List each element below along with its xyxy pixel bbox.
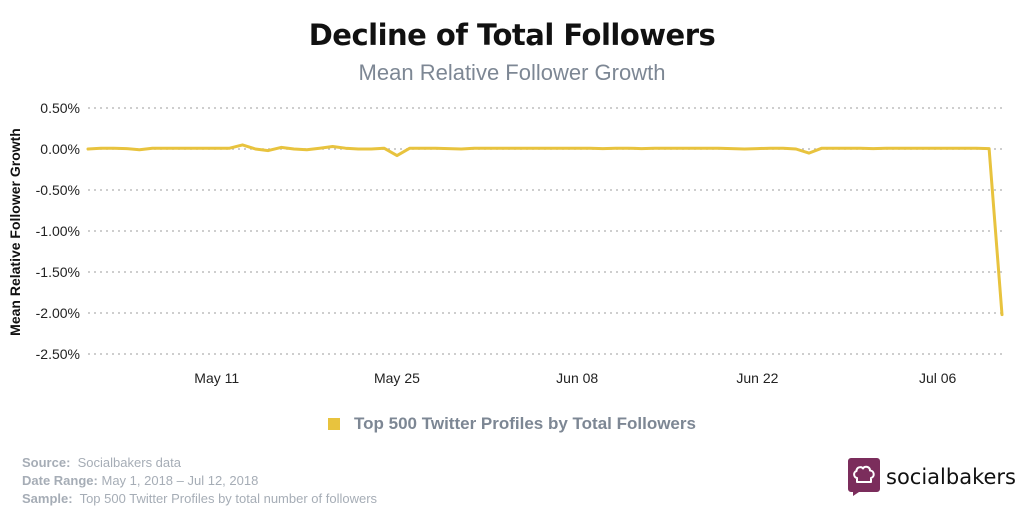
y-axis-title: Mean Relative Follower Growth bbox=[7, 128, 23, 336]
legend-label: Top 500 Twitter Profiles by Total Follow… bbox=[354, 414, 696, 433]
x-tick-label: Jul 06 bbox=[919, 370, 957, 386]
y-tick-label: -1.50% bbox=[36, 264, 80, 280]
chart-subtitle: Mean Relative Follower Growth bbox=[358, 60, 666, 85]
y-tick-label: 0.50% bbox=[40, 100, 80, 116]
footer-source: Source: Socialbakers data bbox=[22, 455, 181, 470]
series-line bbox=[86, 143, 1004, 317]
footer-sample: Sample: Top 500 Twitter Profiles by tota… bbox=[22, 491, 378, 506]
footer: Source: Socialbakers data Date Range: Ma… bbox=[22, 454, 377, 508]
chart-title: Decline of Total Followers bbox=[308, 18, 716, 52]
y-tick-label: -2.50% bbox=[36, 346, 80, 362]
x-tick-label: May 11 bbox=[194, 370, 239, 386]
y-tick-label: 0.00% bbox=[40, 141, 80, 157]
x-tick-label: Jun 22 bbox=[736, 370, 778, 386]
chart-area: 0.50% 0.00% -0.50% -1.00% -1.50% -2.00% -2.50%… bbox=[7, 100, 1004, 386]
brand: socialbakers bbox=[848, 458, 1016, 496]
chef-hat-icon bbox=[848, 458, 880, 496]
y-tick-label: -0.50% bbox=[36, 182, 80, 198]
x-tick-label: Jun 08 bbox=[556, 370, 598, 386]
y-tick-label: -2.00% bbox=[36, 305, 80, 321]
legend: Top 500 Twitter Profiles by Total Follow… bbox=[0, 414, 1024, 434]
legend-swatch bbox=[328, 418, 341, 430]
brand-name: socialbakers bbox=[886, 465, 1016, 489]
y-tick-label: -1.00% bbox=[36, 223, 80, 239]
x-tick-label: May 25 bbox=[374, 370, 420, 386]
footer-date-range: Date Range: May 1, 2018 – Jul 12, 2018 bbox=[22, 473, 259, 488]
